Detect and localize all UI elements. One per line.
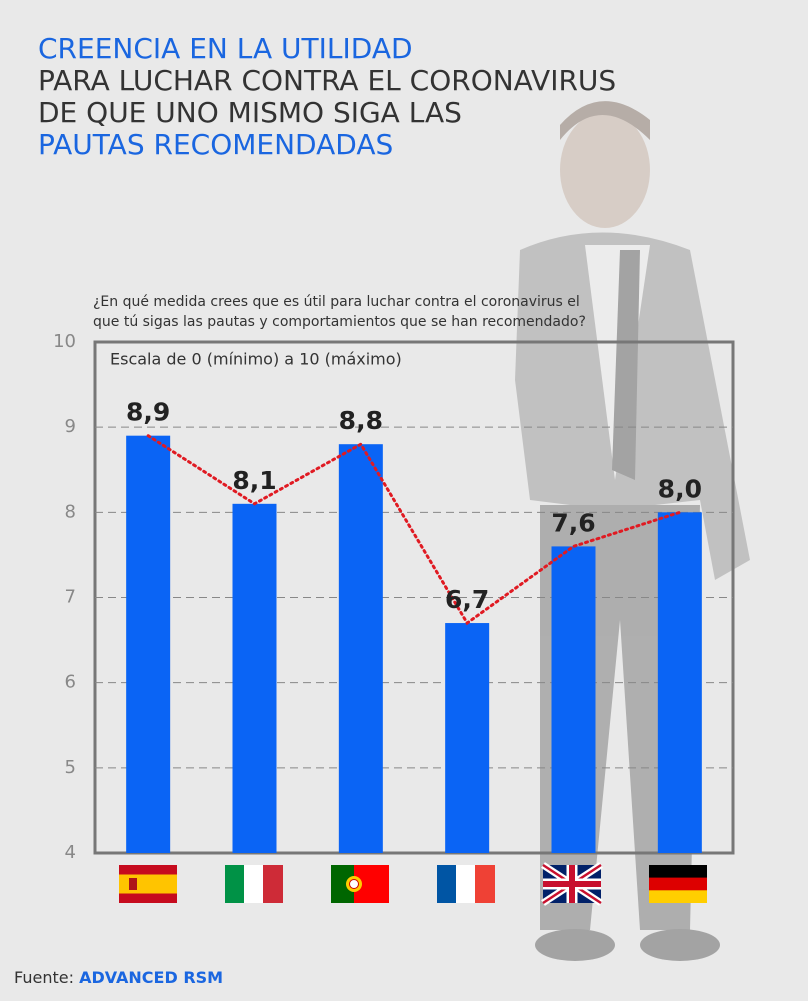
value-label: 6,7 [445,585,489,614]
bar [126,435,171,853]
title-line: PARA LUCHAR CONTRA EL CORONAVIRUS [38,64,616,97]
y-tick-label: 9 [65,416,76,437]
title-line: CREENCIA EN LA UTILIDAD [38,32,413,65]
source-label: Fuente: [14,968,74,987]
y-tick-label: 7 [65,587,76,608]
value-label: 8,9 [126,398,170,427]
bar [657,512,702,853]
value-label: 8,1 [232,466,276,495]
value-label: 7,6 [551,508,595,537]
trend-line [146,434,682,626]
y-tick-label: 4 [65,842,76,863]
bar [445,623,490,853]
source-name: ADVANCED RSM [79,968,223,987]
y-tick-label: 10 [53,331,76,352]
scale-note: Escala de 0 (mínimo) a 10 (máximo) [110,350,402,369]
source: Fuente: ADVANCED RSM [14,968,223,987]
subtitle-line: que tú sigas las pautas y comportamiento… [93,314,586,330]
subtitle-line: ¿En qué medida crees que es útil para lu… [93,294,580,310]
value-label: 8,0 [658,474,702,503]
y-tick-label: 6 [65,672,76,693]
bar [232,503,277,853]
y-tick-label: 5 [65,757,76,778]
y-tick-label: 8 [65,501,76,522]
title-line: DE QUE UNO MISMO SIGA LAS [38,96,462,129]
title-line: PAUTAS RECOMENDADAS [38,128,393,161]
bar [338,444,383,853]
value-label: 8,8 [339,406,383,435]
flags [119,862,707,906]
plot: 4 5 6 7 8 9 10 8,9 8,1 8,8 6,7 7,6 8,0 [53,331,733,863]
bar [551,546,596,853]
